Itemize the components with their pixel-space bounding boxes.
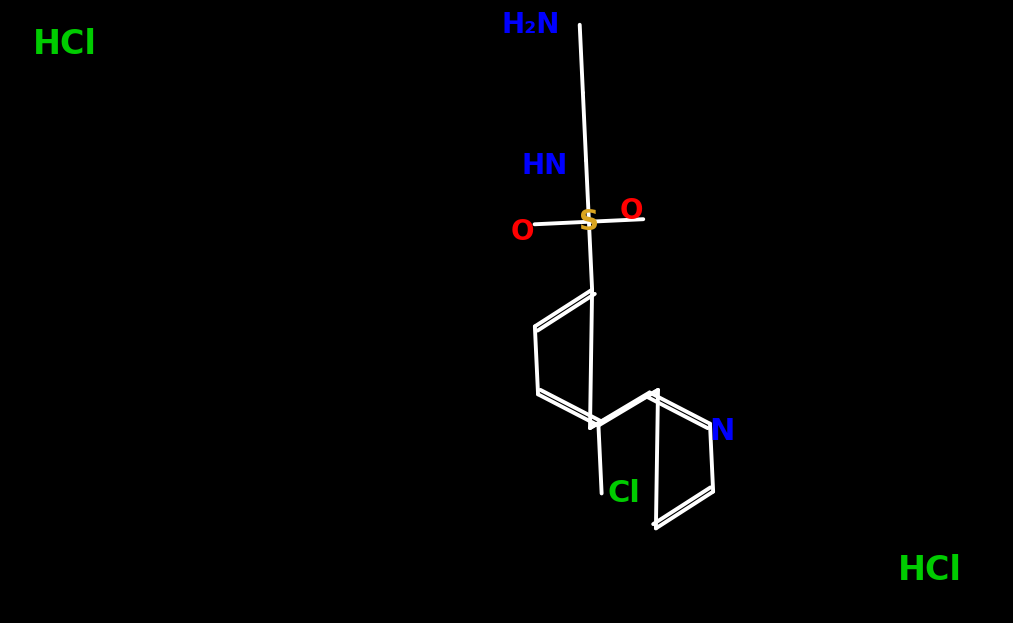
- Text: HCl: HCl: [899, 553, 962, 586]
- Text: S: S: [578, 207, 599, 235]
- Text: H₂N: H₂N: [501, 11, 560, 39]
- Text: O: O: [511, 218, 534, 246]
- Text: O: O: [620, 197, 643, 225]
- Text: N: N: [709, 417, 734, 446]
- Text: Cl: Cl: [607, 479, 640, 508]
- Text: HN: HN: [522, 151, 568, 179]
- Text: HCl: HCl: [33, 29, 97, 62]
